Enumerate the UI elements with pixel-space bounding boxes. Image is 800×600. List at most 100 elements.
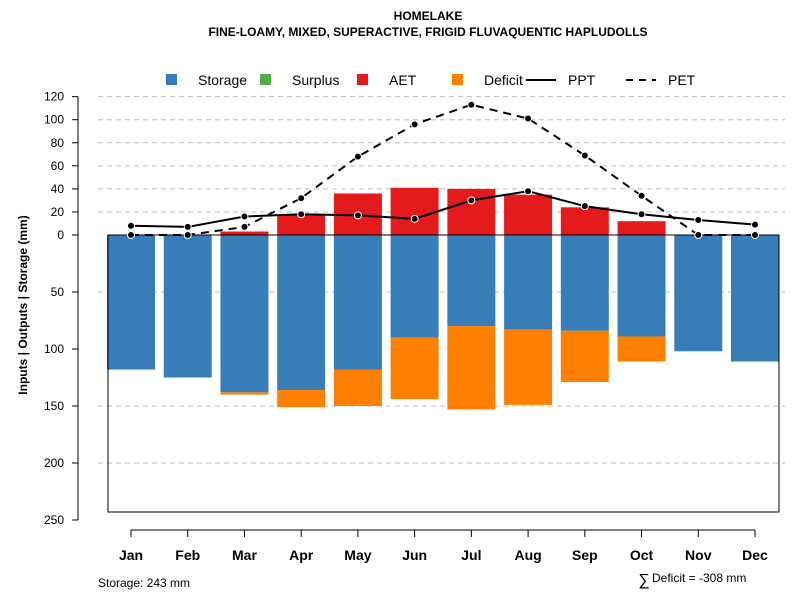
pet-point [297, 194, 306, 203]
deficit-bar [277, 390, 326, 408]
ppt-point [183, 222, 192, 231]
pet-point [183, 231, 192, 239]
x-tick-label: Dec [742, 547, 768, 563]
y-axis-title: Inputs | Outputs | Storage (mm) [16, 215, 30, 394]
legend-label-ppt: PPT [568, 72, 596, 88]
ppt-point [751, 220, 759, 229]
x-axis: Jan Feb Mar Apr May Jun Jul Aug Sep Oct Nov Dec [119, 529, 768, 563]
legend-swatch-aet [357, 74, 368, 85]
storage-bar [390, 235, 439, 338]
deficit-bar [504, 329, 553, 405]
pet-point [580, 151, 589, 160]
aet-bar [220, 231, 269, 235]
ppt-point [410, 214, 419, 223]
y-tick-label: 100 [44, 342, 64, 356]
ppt-point [240, 212, 249, 221]
legend: Storage Surplus AET Deficit PPT PET [166, 72, 696, 88]
pet-point [127, 231, 135, 239]
aet-bar [504, 194, 553, 235]
aet-bar [447, 188, 496, 235]
storage-bar [617, 235, 666, 337]
gridlines [98, 96, 785, 464]
pet-point [410, 120, 419, 129]
aet-bar [277, 214, 326, 235]
y-tick-label: 50 [51, 285, 65, 299]
storage-bar [674, 235, 723, 352]
deficit-bar [447, 326, 496, 410]
ppt-point [524, 187, 533, 196]
legend-label-storage: Storage [198, 72, 247, 88]
pet-point [637, 191, 646, 200]
sum-symbol: ∑ [638, 572, 649, 589]
storage-bar [504, 235, 553, 330]
legend-swatch-storage [166, 74, 177, 85]
pet-point [751, 231, 759, 239]
aet-bar [560, 207, 609, 235]
pet-point [694, 231, 703, 239]
y-tick-label: 250 [44, 513, 64, 527]
deficit-bar [333, 369, 382, 406]
storage-bar [447, 235, 496, 327]
pet-point [240, 222, 249, 231]
y-tick-label: 200 [44, 456, 64, 470]
y-tick-label: 40 [51, 182, 65, 196]
ppt-point [694, 216, 703, 225]
x-tick-label: Jan [119, 547, 143, 563]
ppt-point [297, 210, 306, 219]
ppt-point [467, 196, 476, 205]
legend-label-deficit: Deficit [484, 72, 523, 88]
pet-line [131, 103, 755, 236]
legend-label-pet: PET [668, 72, 696, 88]
y-tick-label: 0 [57, 228, 64, 242]
aet-bar [390, 187, 439, 235]
deficit-bar [617, 336, 666, 362]
ppt-point [580, 202, 589, 211]
deficit-bar [390, 337, 439, 400]
y-tick-label: 150 [44, 399, 64, 413]
y-tick-label: 80 [51, 136, 65, 150]
y-tick-label: 20 [51, 205, 65, 219]
x-tick-label: Oct [630, 547, 654, 563]
ppt-point [127, 221, 135, 230]
pet-point [353, 152, 362, 161]
ppt-point [353, 211, 362, 220]
storage-bar [107, 235, 155, 370]
storage-bar [560, 235, 609, 331]
storage-total: Storage: 243 mm [98, 576, 190, 590]
y-tick-label: 60 [51, 159, 65, 173]
storage-bar [163, 235, 212, 378]
deficit-bar [560, 330, 609, 383]
deficit-bar [220, 392, 269, 395]
ppt-point [637, 210, 646, 219]
y-tick-label: 120 [44, 90, 64, 104]
legend-label-aet: AET [389, 72, 417, 88]
legend-swatch-surplus [260, 74, 271, 85]
x-tick-label: Mar [232, 547, 257, 563]
x-tick-label: Sep [572, 547, 598, 563]
x-tick-label: Feb [175, 547, 200, 563]
x-tick-label: May [344, 547, 371, 563]
pet-point [467, 100, 476, 109]
deficit-total: Deficit = -308 mm [652, 571, 746, 585]
aet-bar [617, 221, 666, 235]
x-tick-label: Aug [514, 547, 541, 563]
legend-swatch-deficit [452, 74, 463, 85]
x-tick-label: Jun [402, 547, 427, 563]
chart-subtitle: FINE-LOAMY, MIXED, SUPERACTIVE, FRIGID F… [208, 25, 647, 39]
lines [127, 100, 759, 239]
storage-bar [731, 235, 779, 362]
legend-label-surplus: Surplus [292, 72, 339, 88]
x-tick-label: Apr [289, 547, 314, 563]
y-tick-label: 100 [44, 113, 64, 127]
bars [107, 187, 779, 410]
storage-bar [277, 235, 326, 391]
x-tick-label: Jul [461, 547, 481, 563]
chart-title: HOMELAKE [394, 9, 463, 23]
storage-bar [333, 235, 382, 370]
ppt-line [130, 190, 756, 228]
x-tick-label: Nov [685, 547, 712, 563]
pet-point [524, 114, 533, 123]
storage-bar [220, 235, 269, 393]
